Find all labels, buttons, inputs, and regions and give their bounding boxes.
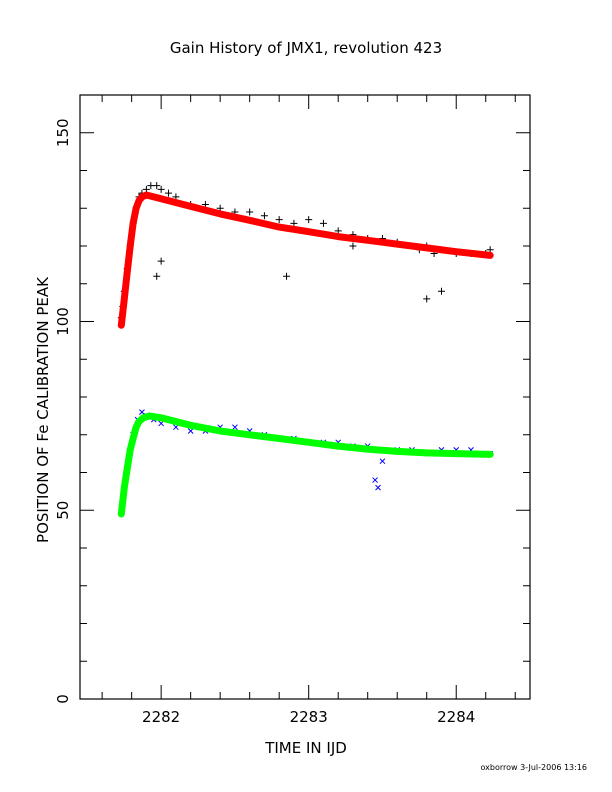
data-point [260,212,268,220]
axes: 0 50 100 150 2282 2283 2284 [54,94,530,726]
data-point [379,458,386,465]
x-tick-label: 2284 [437,708,475,726]
chart-title: Gain History of JMX1, revolution 423 [170,39,442,57]
fit-point [394,241,401,248]
fit-point [121,484,128,491]
data-point [305,216,313,224]
fit-point [423,244,430,251]
fit-point [124,269,131,276]
fit-point [335,233,342,240]
data-point [147,182,155,190]
fit-point [453,450,460,457]
fit-point [140,414,147,421]
data-point [349,242,357,250]
fit-curve [117,412,494,518]
data-point [423,295,431,303]
x-tick-label: 2283 [290,708,328,726]
fit-point [187,422,194,429]
fit-point [394,448,401,455]
fit-point [118,322,125,329]
data-point [372,477,378,483]
data-point [165,189,173,197]
fit-point [276,224,283,231]
fit-point [143,192,150,199]
fit-point [127,446,134,453]
fit-point [136,197,143,204]
data-point [319,219,327,227]
fit-point [364,237,371,244]
data-point [375,484,381,491]
fit-point [150,193,157,200]
data-point [275,216,283,224]
fit-point [158,195,165,202]
fit-point [130,435,137,442]
footer-stamp: oxborrow 3-Jul-2006 13:16 [480,763,587,772]
data-point [157,257,165,265]
data-point [283,272,291,280]
fit-point [121,295,128,302]
series-2 [117,191,494,329]
fit-point [133,424,140,431]
data-point [153,272,161,280]
y-tick-label: 0 [54,694,72,704]
series-3 [117,412,494,518]
data-point [157,185,165,193]
fit-point [217,427,224,434]
fit-point [138,193,145,200]
data-point [290,219,298,227]
fit-point [423,449,430,456]
y-tick-label: 150 [54,118,72,147]
fit-point [276,435,283,442]
y-tick-label: 50 [54,501,72,520]
fit-point [246,431,253,438]
x-tick-label: 2282 [142,708,180,726]
fit-point [305,439,312,446]
fit-point [364,446,371,453]
fit-point [335,443,342,450]
x-axis-label: TIME IN IJD [264,739,347,757]
data-marks [117,182,494,518]
fit-point [146,412,153,419]
data-point [232,424,238,431]
fit-point [453,248,460,255]
fit-point [124,465,131,472]
fit-point [118,511,125,518]
fit-point [487,252,494,259]
fit-point [305,228,312,235]
fit-point [130,220,137,227]
data-point [437,287,445,295]
y-axis-label: POSITION OF Fe CALIBRATION PEAK [34,276,52,543]
fit-point [187,203,194,210]
fit-point [487,451,494,458]
fit-point [158,414,165,421]
fit-point [127,243,134,249]
fit-point [136,418,143,425]
fit-curve [117,191,494,329]
data-point [187,428,194,434]
fit-point [246,217,253,224]
series-1 [118,409,494,514]
fit-point [217,210,224,217]
fit-point [133,205,140,212]
data-point [153,182,161,190]
data-point [246,208,254,216]
y-tick-label: 100 [54,307,72,336]
